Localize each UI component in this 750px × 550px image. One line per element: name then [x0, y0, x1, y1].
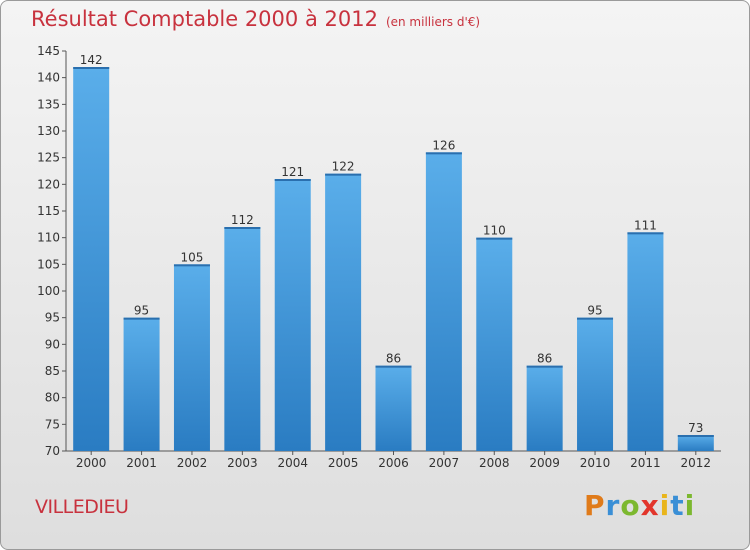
- data-label: 110: [483, 224, 506, 238]
- bar-top-edge: [325, 173, 362, 176]
- data-label: 73: [688, 421, 703, 435]
- y-tick-label: 75: [45, 417, 60, 431]
- bar-top-edge: [375, 365, 412, 368]
- bar: [325, 173, 362, 451]
- chart-title: Résultat Comptable 2000 à 2012 (en millie…: [31, 7, 480, 31]
- brand-logo: Proxiti: [584, 489, 695, 522]
- data-label: 95: [134, 304, 149, 318]
- bar: [173, 264, 210, 451]
- bar: [476, 237, 513, 451]
- bar: [425, 152, 462, 452]
- brand-letter: o: [620, 489, 641, 522]
- data-label: 121: [281, 165, 304, 179]
- x-tick-label: 2000: [76, 456, 107, 470]
- data-label: 112: [231, 213, 254, 227]
- data-labels: 142 95 105 112 121 122 86 126 110 86 95 111 73: [80, 53, 704, 435]
- y-tick-label: 70: [45, 444, 60, 458]
- y-tick-label: 120: [37, 177, 60, 191]
- data-label: 111: [634, 218, 657, 232]
- commune-name: VILLEDIEU: [35, 496, 129, 518]
- bar: [627, 232, 664, 451]
- x-tick-label: 2004: [277, 456, 308, 470]
- x-tick-label: 2003: [227, 456, 258, 470]
- x-tick-label: 2006: [378, 456, 409, 470]
- y-tick-label: 145: [37, 44, 60, 58]
- bar: [526, 365, 563, 451]
- x-tick-label: 2011: [630, 456, 661, 470]
- bar: [274, 179, 311, 451]
- brand-letter: i: [684, 489, 696, 522]
- data-label: 142: [80, 53, 103, 67]
- y-tick-label: 130: [37, 124, 60, 138]
- y-tick-label: 90: [45, 337, 60, 351]
- y-tick-label: 100: [37, 284, 60, 298]
- x-tick-label: 2010: [580, 456, 611, 470]
- bars: [73, 67, 714, 452]
- bar-top-edge: [123, 317, 160, 320]
- data-label: 86: [537, 352, 552, 366]
- bar: [123, 317, 160, 451]
- y-tick-label: 140: [37, 71, 60, 85]
- y-tick-label: 95: [45, 311, 60, 325]
- bar-top-edge: [173, 264, 210, 267]
- x-tick-label: 2001: [126, 456, 157, 470]
- bar-top-edge: [224, 227, 261, 229]
- y-tick-label: 115: [37, 204, 60, 218]
- y-tick-label: 85: [45, 364, 60, 378]
- x-tick-label: 2008: [479, 456, 510, 470]
- x-tick-label: 2009: [529, 456, 560, 470]
- data-label: 122: [332, 160, 355, 174]
- bar: [224, 227, 261, 451]
- y-tick-label: 80: [45, 391, 60, 405]
- bar-top-edge: [476, 237, 513, 240]
- brand-letter: P: [584, 489, 606, 522]
- bar: [577, 317, 614, 451]
- brand-letter: x: [640, 489, 660, 522]
- bar-top-edge: [425, 152, 462, 155]
- brand-letter: i: [659, 489, 671, 522]
- x-axis: 2000 2001 2002 2003 2004 2005 2006 2007 2008 2009…: [66, 450, 721, 470]
- y-axis: 70 75 80 85 90 95 100 105 110 115 120 125 130 135 140 1…: [37, 44, 67, 458]
- bar-top-edge: [274, 179, 311, 181]
- chart-subtitle: (en milliers d'€): [385, 15, 481, 29]
- x-tick-label: 2012: [681, 456, 712, 470]
- bar-top-edge: [577, 317, 614, 320]
- bar-top-edge: [526, 365, 563, 368]
- chart-title-text: Résultat Comptable 2000 à 2012: [31, 7, 378, 31]
- bar: [375, 365, 412, 451]
- data-label: 126: [432, 138, 455, 152]
- brand-letter: r: [605, 489, 621, 522]
- data-label: 95: [587, 304, 602, 318]
- y-tick-label: 105: [37, 257, 60, 271]
- y-tick-label: 125: [37, 151, 60, 165]
- data-label: 105: [181, 250, 204, 264]
- x-tick-label: 2005: [328, 456, 359, 470]
- brand-letter: t: [670, 489, 685, 522]
- data-label: 86: [386, 352, 401, 366]
- bar-top-edge: [677, 435, 714, 437]
- bar-top-edge: [627, 232, 664, 235]
- bar: [73, 67, 110, 451]
- y-tick-label: 135: [37, 97, 60, 111]
- x-tick-label: 2002: [177, 456, 208, 470]
- x-tick-label: 2007: [429, 456, 460, 470]
- y-tick-label: 110: [37, 231, 60, 245]
- bar-top-edge: [73, 67, 110, 69]
- bar: [677, 435, 714, 451]
